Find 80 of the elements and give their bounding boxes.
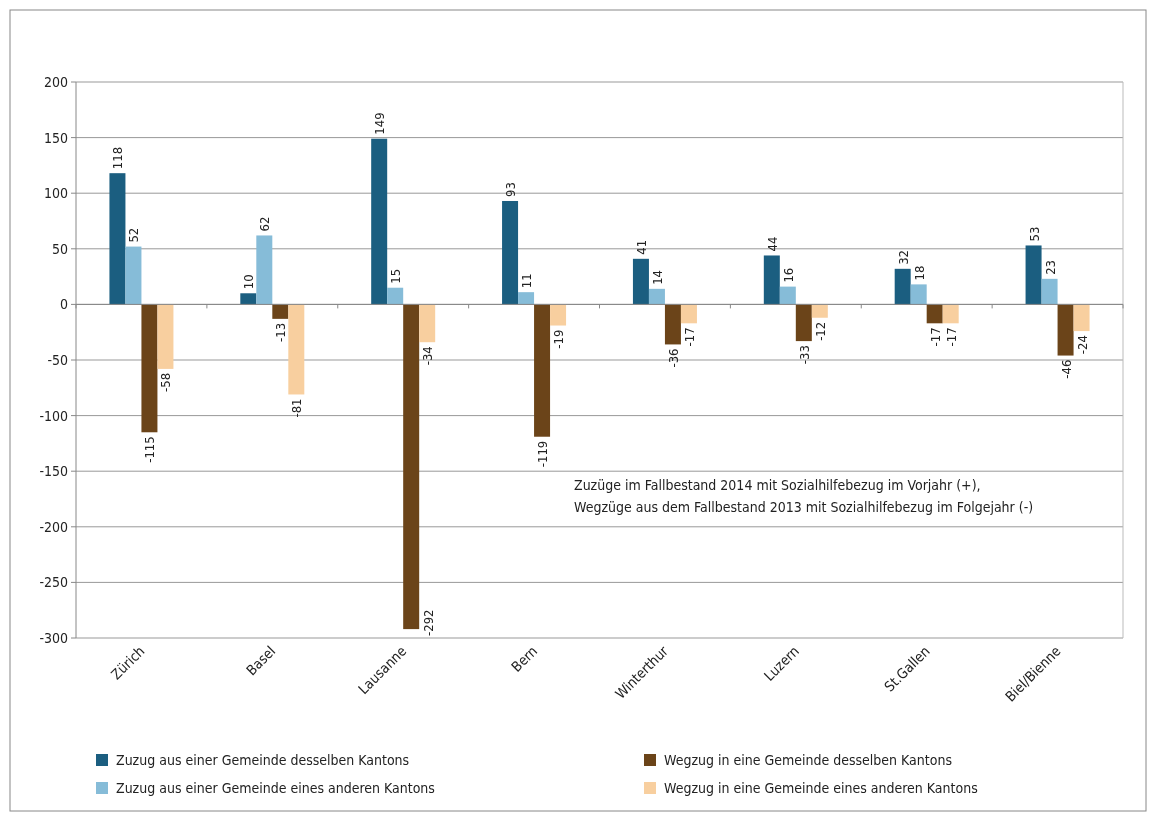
data-label: 11	[519, 273, 535, 289]
data-label: 62	[257, 216, 273, 232]
data-label: -12	[812, 321, 828, 341]
data-label: 18	[911, 265, 927, 281]
bar	[371, 138, 388, 305]
bar	[502, 200, 519, 305]
bar	[534, 304, 551, 437]
y-tick-label: 0	[59, 296, 68, 313]
data-label: -36	[665, 348, 681, 368]
data-label: 93	[503, 182, 519, 197]
bar	[109, 173, 126, 305]
bar	[779, 286, 796, 305]
data-label: 15	[388, 268, 404, 284]
data-label: -115	[142, 436, 158, 463]
bar	[1041, 278, 1058, 305]
bar	[141, 304, 158, 433]
data-label: -17	[943, 327, 959, 347]
bar	[419, 304, 436, 343]
y-tick-label: 100	[43, 185, 68, 202]
bar	[1025, 245, 1042, 305]
data-label: 149	[372, 112, 388, 135]
y-tick-label: -200	[39, 518, 68, 535]
bar	[240, 293, 257, 305]
annotation: Zuzüge im Fallbestand 2014 mit Sozialhilfebezug im Vorjahr (+), Wegzüge aus dem Fallbestand 2013 mit Sozialhilfebezug im Folgejahr (-)	[574, 477, 1034, 515]
bar	[811, 304, 828, 318]
data-label: 52	[126, 227, 142, 243]
bar	[632, 258, 649, 305]
bar	[942, 304, 959, 324]
data-label: -17	[681, 327, 697, 347]
bar	[387, 287, 404, 305]
bar	[157, 304, 174, 369]
data-label: -119	[535, 440, 551, 468]
data-label: -46	[1058, 359, 1074, 379]
data-label: 23	[1042, 259, 1058, 275]
bar	[926, 304, 943, 324]
data-label: -13	[273, 322, 289, 342]
bar	[763, 255, 780, 305]
data-label: -292	[421, 609, 437, 636]
legend-label: Wegzug in eine Gemeinde desselben Kantons	[664, 751, 952, 768]
bar	[272, 304, 289, 319]
data-label: -17	[927, 327, 943, 347]
bar	[125, 246, 142, 305]
data-label: 14	[649, 269, 665, 285]
bar	[894, 268, 911, 305]
bar	[910, 284, 927, 305]
data-label: 44	[764, 236, 780, 252]
y-tick-label: -50	[47, 351, 68, 368]
data-label: -34	[420, 346, 436, 366]
y-tick-label: -250	[39, 574, 68, 591]
data-label: -58	[158, 372, 174, 393]
bar	[648, 288, 665, 305]
bar	[1073, 304, 1090, 332]
legend-label: Wegzug in eine Gemeinde eines anderen Kantons	[664, 779, 978, 796]
data-label: 53	[1026, 226, 1042, 242]
data-label: -24	[1074, 335, 1090, 355]
data-label: 118	[110, 146, 126, 170]
data-label: -33	[796, 345, 812, 365]
bar	[518, 292, 535, 305]
bar	[795, 304, 812, 342]
data-label: -19	[551, 329, 567, 349]
data-label: 16	[780, 267, 796, 283]
bar	[664, 304, 681, 345]
data-label: 10	[241, 274, 257, 290]
bar	[550, 304, 567, 326]
y-tick-label: -100	[39, 407, 68, 424]
y-tick-label: -300	[39, 629, 68, 646]
legend-label: Zuzug aus einer Gemeinde eines anderen Kantons	[116, 779, 435, 796]
bar	[403, 304, 420, 630]
bar	[1057, 304, 1074, 356]
data-label: 41	[633, 239, 649, 255]
data-label: -81	[289, 398, 305, 418]
y-tick-label: 200	[43, 73, 68, 90]
legend-label: Zuzug aus einer Gemeinde desselben Kantons	[116, 751, 410, 768]
data-label: 32	[895, 249, 911, 265]
bar	[680, 304, 697, 324]
bar	[288, 304, 305, 395]
y-tick-label: 50	[51, 240, 68, 257]
y-tick-label: 150	[43, 129, 68, 146]
y-tick-label: -150	[39, 463, 68, 480]
bar	[256, 235, 273, 305]
